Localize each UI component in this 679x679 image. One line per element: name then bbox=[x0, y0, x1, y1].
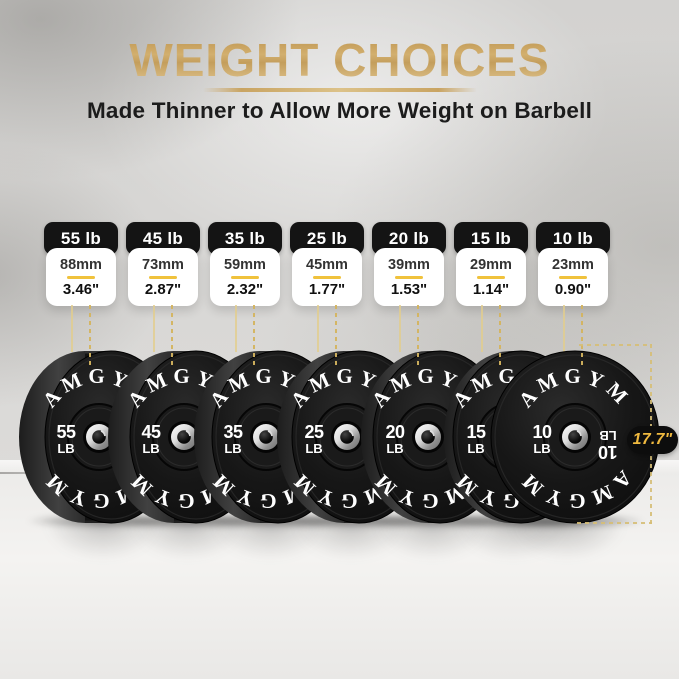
spec-card: 45 lb 73mm 2.87" bbox=[126, 222, 200, 306]
hub-highlight bbox=[100, 430, 106, 437]
plate-floor-reflection bbox=[352, 522, 512, 574]
thickness-mm: 59mm bbox=[224, 257, 266, 273]
spec-card: 25 lb 45mm 1.77" bbox=[290, 222, 364, 306]
spec-card: 35 lb 59mm 2.32" bbox=[208, 222, 282, 306]
thickness-mm: 45mm bbox=[306, 257, 348, 273]
svg-text:LB: LB bbox=[599, 428, 616, 443]
plate-weight-unit: LB bbox=[386, 441, 403, 456]
hub-highlight bbox=[348, 430, 354, 437]
plate-weight-value: 25 bbox=[304, 422, 324, 442]
thickness-card: 59mm 2.32" bbox=[210, 248, 280, 306]
hub-hole bbox=[259, 430, 273, 444]
gold-divider bbox=[395, 276, 423, 279]
thickness-card: 73mm 2.87" bbox=[128, 248, 198, 306]
diameter-badge: 17.7" bbox=[627, 426, 678, 454]
thickness-card: 45mm 1.77" bbox=[292, 248, 362, 306]
pointer-line-dashed bbox=[499, 305, 501, 369]
thickness-card: 23mm 0.90" bbox=[538, 248, 608, 306]
pointer-line-dashed bbox=[171, 305, 173, 369]
plate-floor-reflection bbox=[487, 522, 647, 574]
plate-weight-unit: LB bbox=[305, 441, 322, 456]
plate-weight-value: 20 bbox=[385, 422, 405, 442]
plate-floor-reflection bbox=[190, 522, 350, 574]
hub-hole bbox=[92, 430, 106, 444]
pointer-line-solid bbox=[235, 305, 237, 352]
gold-divider bbox=[477, 276, 505, 279]
thickness-mm: 23mm bbox=[552, 257, 594, 273]
thickness-card: 29mm 1.14" bbox=[456, 248, 526, 306]
thickness-inch: 1.77" bbox=[308, 281, 346, 298]
plate-weight-value: 45 bbox=[141, 422, 161, 442]
page-title: WEIGHT CHOICES bbox=[0, 33, 679, 87]
pointer-line-solid bbox=[481, 305, 483, 352]
spec-card: 55 lb 88mm 3.46" bbox=[44, 222, 118, 306]
thickness-card: 39mm 1.53" bbox=[374, 248, 444, 306]
diameter-value: 17.7" bbox=[632, 431, 673, 448]
plate-weight-unit: LB bbox=[224, 441, 241, 456]
thickness-inch: 1.53" bbox=[390, 281, 428, 298]
pointer-line-solid bbox=[563, 305, 565, 352]
plate-weight-unit: LB bbox=[533, 441, 550, 456]
spec-card: 20 lb 39mm 1.53" bbox=[372, 222, 446, 306]
plate-weight-value: 35 bbox=[223, 422, 243, 442]
diameter-dash-top bbox=[579, 344, 652, 346]
pointer-line-dashed bbox=[581, 305, 583, 369]
pointer-line-dashed bbox=[89, 305, 91, 369]
gold-divider bbox=[149, 276, 177, 279]
diameter-dash-bottom bbox=[577, 522, 652, 524]
hub-highlight bbox=[576, 430, 582, 437]
svg-text:10: 10 bbox=[598, 442, 618, 462]
hub-highlight bbox=[185, 430, 191, 437]
plate-weight-value: 10 bbox=[532, 422, 552, 442]
hub-hole bbox=[568, 430, 582, 444]
thickness-inch: 2.87" bbox=[144, 281, 182, 298]
pointer-line-dashed bbox=[417, 305, 419, 369]
pointer-line-dashed bbox=[335, 305, 337, 369]
hub-hole bbox=[177, 430, 191, 444]
thickness-inch: 3.46" bbox=[62, 281, 100, 298]
plate-weight-value: 15 bbox=[466, 422, 486, 442]
plate-weight-value: 55 bbox=[56, 422, 76, 442]
plate-weight-unit: LB bbox=[142, 441, 159, 456]
plate-weight-unit: LB bbox=[467, 441, 484, 456]
thickness-inch: 2.32" bbox=[226, 281, 264, 298]
pointer-line-dashed bbox=[253, 305, 255, 369]
pointer-line-solid bbox=[71, 305, 73, 352]
hub-hole bbox=[421, 430, 435, 444]
thickness-inch: 1.14" bbox=[472, 281, 510, 298]
thickness-mm: 39mm bbox=[388, 257, 430, 273]
plate-floor-reflection bbox=[433, 522, 593, 574]
thickness-inch: 0.90" bbox=[554, 281, 592, 298]
thickness-mm: 88mm bbox=[60, 257, 102, 273]
gold-divider bbox=[559, 276, 587, 279]
hub-highlight bbox=[267, 430, 273, 437]
page-subtitle: Made Thinner to Allow More Weight on Bar… bbox=[86, 98, 593, 123]
gold-divider bbox=[313, 276, 341, 279]
thickness-mm: 73mm bbox=[142, 257, 184, 273]
hub-hole bbox=[340, 430, 354, 444]
gold-divider bbox=[67, 276, 95, 279]
hub-highlight bbox=[429, 430, 435, 437]
pointer-line-solid bbox=[399, 305, 401, 352]
plate-weight-unit: LB bbox=[57, 441, 74, 456]
thickness-mm: 29mm bbox=[470, 257, 512, 273]
plate-floor-reflection bbox=[271, 522, 431, 574]
plate-floor-reflection bbox=[108, 522, 268, 574]
plate-floor-reflection bbox=[23, 522, 183, 574]
gold-divider bbox=[231, 276, 259, 279]
pointer-line-solid bbox=[317, 305, 319, 352]
title-underline bbox=[203, 88, 477, 92]
spec-card: 15 lb 29mm 1.14" bbox=[454, 222, 528, 306]
spec-card: 10 lb 23mm 0.90" bbox=[536, 222, 610, 306]
pointer-line-solid bbox=[153, 305, 155, 352]
thickness-card: 88mm 3.46" bbox=[46, 248, 116, 306]
